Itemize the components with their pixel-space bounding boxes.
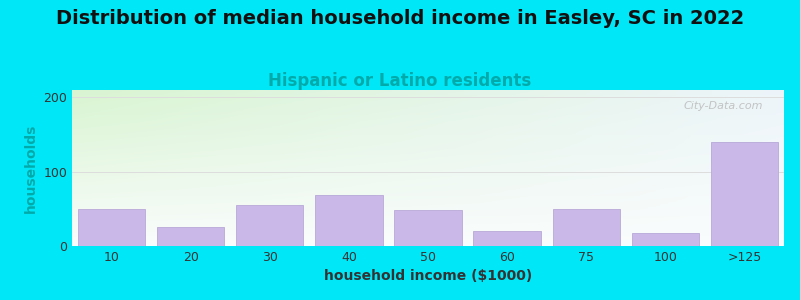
Bar (394, 210, 462, 246)
X-axis label: household income ($1000): household income ($1000) (324, 269, 532, 284)
Bar (553, 209, 620, 246)
Bar (711, 142, 778, 246)
Text: City-Data.com: City-Data.com (683, 101, 762, 111)
Text: Distribution of median household income in Easley, SC in 2022: Distribution of median household income … (56, 9, 744, 28)
Bar (157, 227, 224, 246)
Bar (236, 205, 303, 246)
Bar (632, 232, 699, 246)
Bar (315, 196, 382, 246)
Bar (474, 231, 541, 246)
Y-axis label: households: households (24, 123, 38, 213)
Bar (78, 209, 145, 246)
Text: Hispanic or Latino residents: Hispanic or Latino residents (268, 72, 532, 90)
